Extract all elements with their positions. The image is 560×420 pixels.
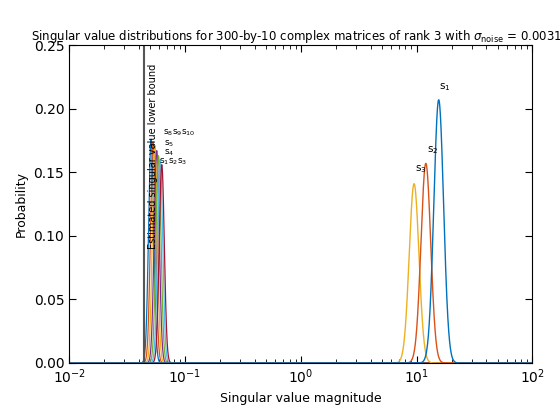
Text: s$_5$: s$_5$	[164, 139, 174, 150]
Text: s$_8$s$_9$s$_{10}$: s$_8$s$_9$s$_{10}$	[162, 127, 195, 138]
Text: s$_1$: s$_1$	[440, 81, 451, 94]
Text: s$_2$: s$_2$	[427, 144, 438, 156]
Text: s$_4$: s$_4$	[164, 148, 175, 158]
Y-axis label: Probability: Probability	[15, 171, 28, 237]
Text: s$_3$: s$_3$	[415, 163, 427, 175]
Title: Singular value distributions for 300-by-10 complex matrices of rank 3 with $\sig: Singular value distributions for 300-by-…	[31, 28, 560, 45]
Text: Estimated singular value lower bound: Estimated singular value lower bound	[148, 63, 158, 249]
Text: s$_1$s$_2$s$_3$: s$_1$s$_2$s$_3$	[159, 157, 188, 167]
X-axis label: Singular value magnitude: Singular value magnitude	[220, 392, 382, 405]
